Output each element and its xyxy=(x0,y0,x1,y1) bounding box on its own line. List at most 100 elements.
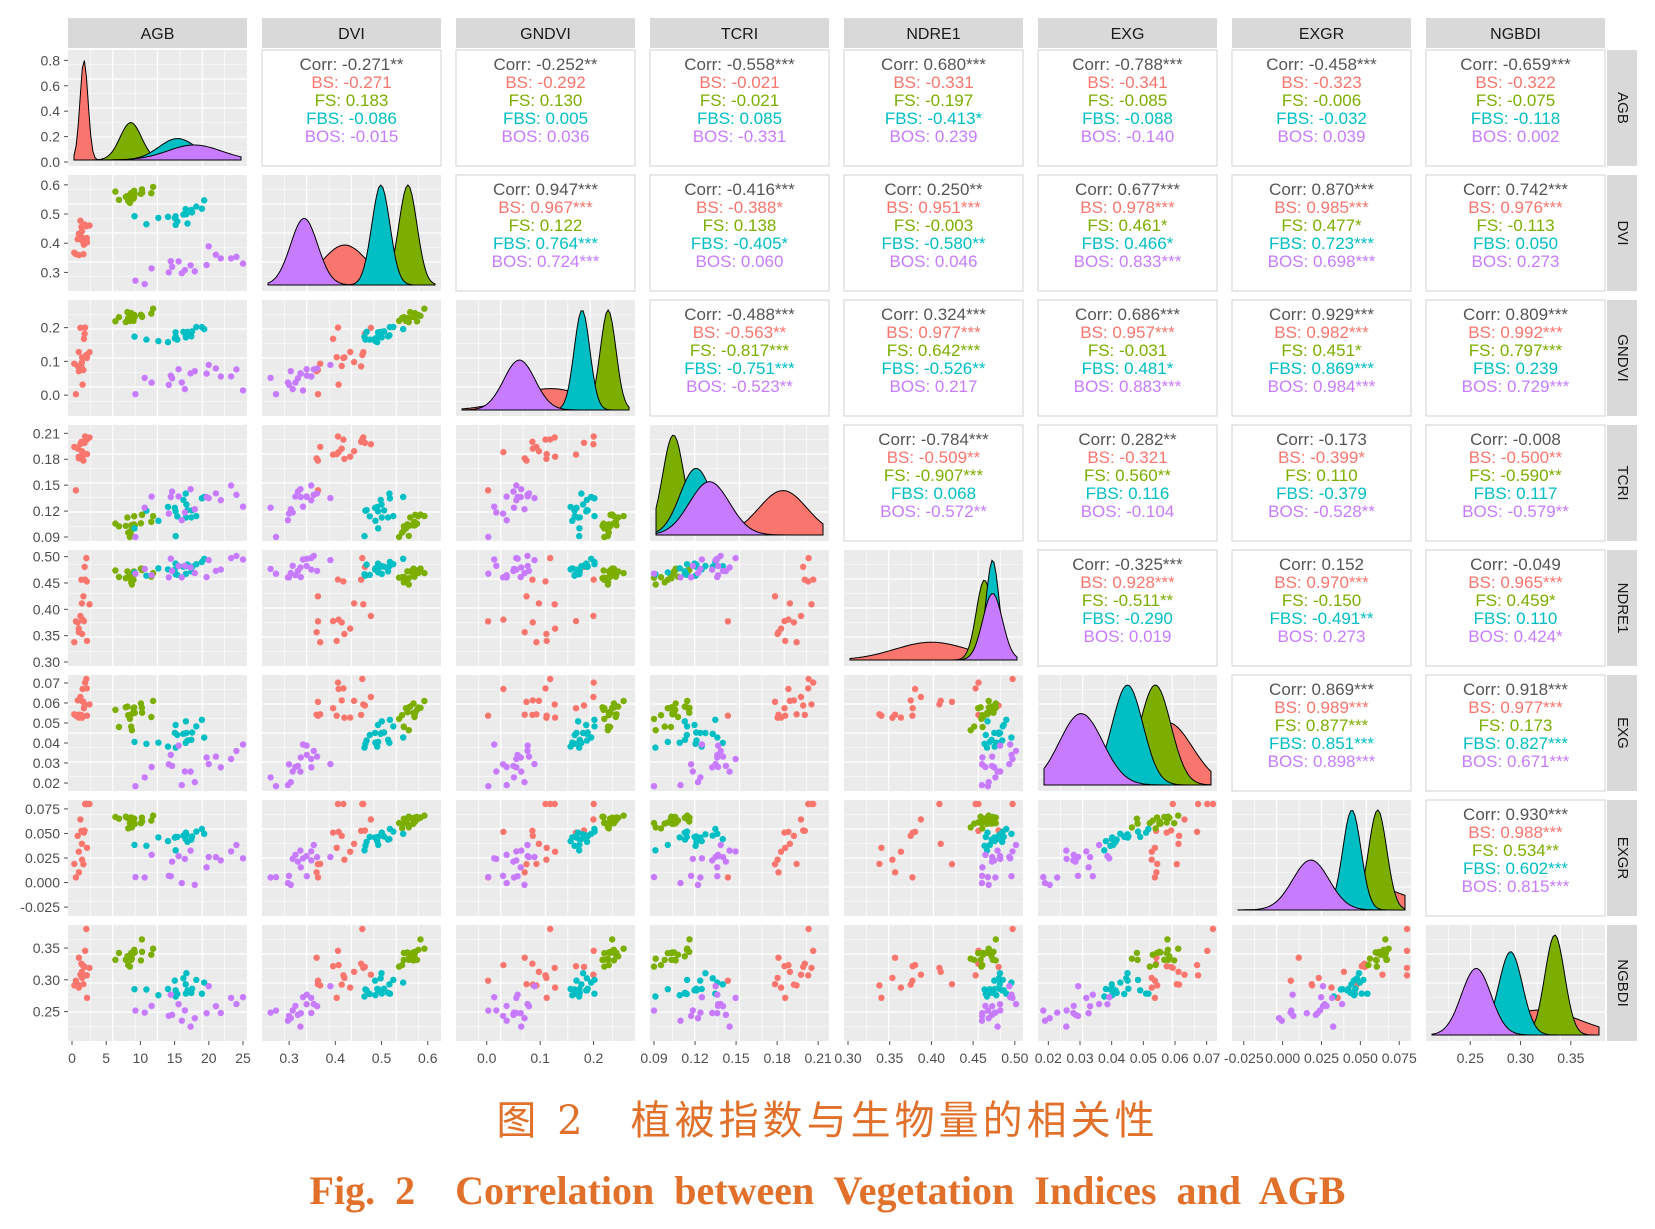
scatter-point-bs xyxy=(86,349,93,356)
y-tick-label-gndvi: 0.1 xyxy=(41,353,61,369)
x-tick-label-agb: 25 xyxy=(235,1050,251,1066)
panel-exg-exgr: Corr: 0.869***BS: 0.989***FS: 0.877***FB… xyxy=(1231,674,1412,792)
scatter-point-fs xyxy=(650,715,658,723)
scatter-point-bos xyxy=(148,763,155,771)
x-tick-label-agb: 10 xyxy=(133,1050,149,1066)
density-curve-bos xyxy=(850,592,1018,661)
scatter-point-fbs xyxy=(182,210,190,217)
x-tick-label-agb: 15 xyxy=(167,1050,183,1066)
scatter-point-bos xyxy=(722,858,730,865)
scatter-point-fs xyxy=(650,963,658,970)
scatter-point-fbs xyxy=(361,993,368,1000)
scatter-point-bs xyxy=(523,593,530,600)
panel-gndvi-ngbdi: Corr: 0.809***BS: 0.992***FS: 0.797***FB… xyxy=(1425,299,1606,417)
scatter-point-bos xyxy=(327,556,334,564)
scatter-point-bs xyxy=(771,861,779,868)
scatter-point-fbs xyxy=(1108,981,1116,988)
scatter-point-fs xyxy=(115,196,123,204)
scatter-point-bos xyxy=(191,569,198,577)
scatter-point-fbs xyxy=(664,986,671,993)
scatter-point-fs xyxy=(410,313,417,321)
scatter-point-bos xyxy=(212,365,220,372)
scatter-point-fs xyxy=(149,305,157,312)
scatter-point-fbs xyxy=(999,838,1006,845)
scatter-point-bs xyxy=(786,697,794,704)
scatter-point-fbs xyxy=(652,744,659,751)
scatter-point-bos xyxy=(227,373,235,380)
scatter-point-bos xyxy=(167,372,174,379)
scatter-point-fs xyxy=(983,709,991,717)
scatter-point-bos xyxy=(205,556,212,564)
scatter-point-bs xyxy=(580,963,588,971)
scatter-point-bs xyxy=(83,972,91,979)
correlation-label-fbs: FBS: -0.118 xyxy=(1471,109,1560,128)
scatter-point-bos xyxy=(518,847,525,854)
scatter-point-fs xyxy=(112,188,119,195)
scatter-point-bs xyxy=(367,971,375,978)
scatter-point-bos xyxy=(165,269,172,276)
correlation-label-corr: Corr: -0.252** xyxy=(494,55,598,74)
scatter-point-bos xyxy=(187,262,194,269)
correlation-label-bs: BS: 0.982*** xyxy=(1274,323,1369,342)
scatter-point-fs xyxy=(148,310,155,317)
scatter-point-bos xyxy=(978,879,986,887)
scatter-point-bs xyxy=(547,675,554,683)
correlation-label-fbs: FBS: -0.088 xyxy=(1082,109,1173,128)
correlation-label-bos: BOS: -0.140 xyxy=(1081,127,1175,146)
scatter-point-bs xyxy=(775,869,782,876)
scatter-point-bs xyxy=(367,816,375,823)
correlation-label-fs: FS: -0.003 xyxy=(894,216,973,235)
scatter-point-bs xyxy=(897,848,905,855)
scatter-point-fbs xyxy=(155,214,162,222)
correlation-label-fs: FS: -0.907*** xyxy=(884,466,984,485)
scatter-point-bos xyxy=(698,855,706,862)
scatter-point-bs xyxy=(329,617,337,625)
scatter-point-fs xyxy=(149,697,157,705)
correlation-panel-frame xyxy=(1037,549,1218,667)
scatter-point-bs xyxy=(80,861,87,868)
scatter-point-bs xyxy=(81,324,89,331)
scatter-point-fbs xyxy=(378,729,385,737)
scatter-point-fbs xyxy=(363,987,370,994)
scatter-point-bos xyxy=(709,1009,716,1017)
scatter-point-bs xyxy=(350,968,358,975)
correlation-panel-frame xyxy=(843,299,1024,417)
scatter-point-fbs xyxy=(366,336,373,343)
scatter-point-bs xyxy=(74,832,81,839)
scatter-point-bos xyxy=(1317,994,1325,1001)
scatter-point-fs xyxy=(395,533,403,541)
scatter-point-bos xyxy=(239,556,247,563)
scatter-point-fs xyxy=(992,936,999,943)
density-curve-bos xyxy=(461,359,629,411)
y-tick-label-agb: 0.6 xyxy=(41,78,61,94)
scatter-point-bs xyxy=(334,433,342,440)
scatter-point-fbs xyxy=(583,838,591,845)
scatter-point-bs xyxy=(500,828,507,835)
scatter-point-bs xyxy=(543,844,550,851)
scatter-point-bs xyxy=(1167,827,1175,834)
scatter-point-fbs xyxy=(709,730,716,737)
scatter-point-fs xyxy=(138,936,146,943)
scatter-point-fbs xyxy=(164,837,172,845)
scatter-point-fbs xyxy=(1101,993,1108,1000)
y-tick-label-exg: 0.05 xyxy=(33,715,60,731)
scatter-point-fbs xyxy=(155,517,162,524)
scatter-point-fs xyxy=(674,713,682,721)
scatter-point-fs xyxy=(1152,825,1159,832)
scatter-point-bs xyxy=(333,844,340,851)
column-strip-label: NDRE1 xyxy=(906,26,960,43)
scatter-point-fs xyxy=(1164,813,1172,820)
scatter-point-bs xyxy=(367,324,375,331)
scatter-point-fbs xyxy=(702,831,709,838)
scatter-point-bos xyxy=(1012,747,1020,755)
scatter-point-fbs xyxy=(681,736,689,743)
scatter-point-bos xyxy=(233,747,240,755)
scatter-point-fbs xyxy=(578,490,585,497)
scatter-point-fbs xyxy=(386,739,393,747)
scatter-point-fbs xyxy=(712,825,719,833)
row-strip-label: GNDVI xyxy=(1614,334,1631,382)
scatter-point-fs xyxy=(971,723,978,730)
scatter-point-fs xyxy=(122,956,129,963)
scatter-point-fbs xyxy=(164,743,172,750)
